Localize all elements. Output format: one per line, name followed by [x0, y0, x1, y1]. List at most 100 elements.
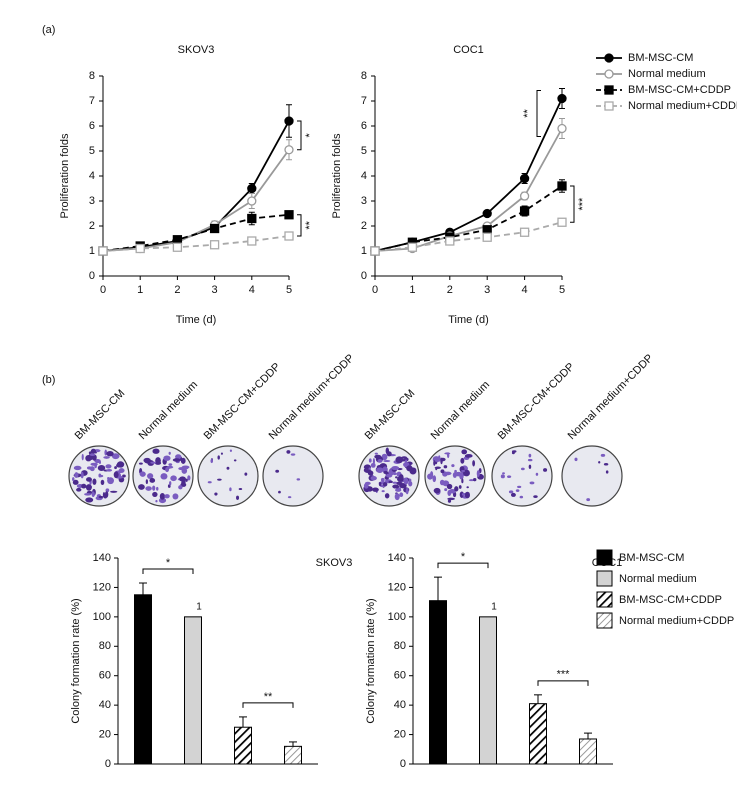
y-tick-label: 2 [89, 220, 95, 232]
colony [138, 462, 143, 465]
colony [444, 471, 452, 476]
y-tick-label: 2 [361, 220, 367, 232]
colony [114, 466, 117, 470]
colony [185, 478, 188, 482]
colony [214, 492, 218, 496]
colony [85, 484, 92, 491]
colony [535, 472, 539, 476]
y-tick-label: 4 [89, 170, 95, 182]
colony [464, 491, 471, 499]
colony [110, 490, 118, 493]
significance-label: * [461, 551, 466, 563]
colony [447, 497, 455, 501]
colony [179, 476, 186, 482]
marker [172, 242, 183, 252]
colony [89, 453, 96, 456]
data-line [374, 98, 563, 252]
colony [399, 492, 404, 498]
y-tick-label: 120 [93, 581, 111, 593]
colony [154, 461, 162, 465]
colony [80, 471, 84, 479]
colony [603, 462, 609, 466]
colony [403, 477, 409, 485]
colony [164, 494, 170, 499]
colony [502, 472, 505, 475]
colony [508, 490, 514, 494]
colony [166, 465, 174, 469]
colony [363, 483, 369, 489]
colony [98, 473, 102, 478]
colony [92, 454, 97, 461]
colony [380, 477, 385, 482]
y-axis-label: Colony formation rate (%) [365, 598, 377, 723]
colony [383, 459, 391, 463]
y-axis-label: Proliferation folds [59, 133, 71, 218]
y-tick-label: 40 [394, 699, 406, 711]
colony [381, 453, 388, 461]
colony [434, 488, 439, 493]
bar-note: 1 [491, 601, 497, 612]
marker [604, 85, 614, 95]
colony [152, 448, 160, 454]
colony [368, 458, 372, 463]
colony [385, 473, 393, 478]
x-tick-label: 4 [522, 284, 528, 296]
colony [111, 453, 120, 460]
colony [187, 475, 191, 481]
dish-label: Normal medium+CDDP [267, 352, 357, 442]
colony [217, 478, 222, 481]
colony [92, 478, 97, 485]
marker [445, 236, 455, 246]
significance-label: ** [264, 691, 273, 703]
marker [284, 210, 294, 220]
y-tick-label: 140 [93, 552, 111, 564]
colony [150, 461, 157, 464]
colony [210, 458, 213, 464]
colony [84, 492, 92, 496]
colony [163, 455, 171, 461]
colony [464, 454, 473, 458]
colony [90, 448, 97, 454]
colony [437, 455, 441, 462]
colony [459, 491, 464, 498]
y-tick-label: 8 [361, 70, 367, 82]
marker [557, 217, 567, 227]
dish-label: Normal medium+CDDP [566, 352, 656, 442]
colony [170, 475, 177, 482]
marker [247, 236, 257, 246]
colony [376, 467, 384, 473]
y-tick-label: 0 [105, 758, 111, 770]
culture-dish [262, 445, 324, 507]
colony [226, 466, 230, 470]
colony [113, 471, 119, 479]
colony [172, 493, 179, 500]
colony [529, 481, 535, 485]
significance-label: *** [557, 669, 571, 681]
colony [100, 479, 105, 485]
colony [72, 477, 75, 482]
marker [519, 206, 530, 216]
colony [452, 472, 457, 478]
colony [600, 453, 606, 457]
colony [605, 470, 609, 474]
y-axis-label: Proliferation folds [331, 133, 343, 218]
bar [184, 616, 202, 765]
colony [97, 464, 106, 471]
panel-label: (a) [42, 24, 55, 36]
colony [278, 490, 281, 494]
colony [384, 493, 390, 499]
colony [517, 485, 522, 489]
y-tick-label: 0 [89, 270, 95, 282]
colony [440, 469, 445, 474]
y-tick-label: 5 [361, 145, 367, 157]
colony [398, 476, 404, 482]
colony [116, 463, 123, 468]
legend-swatch [596, 591, 613, 608]
colony [500, 474, 505, 479]
significance-label: *** [577, 197, 589, 211]
y-tick-label: 20 [394, 728, 406, 740]
data-line [102, 235, 290, 252]
colony [180, 457, 186, 464]
colony [86, 477, 92, 482]
